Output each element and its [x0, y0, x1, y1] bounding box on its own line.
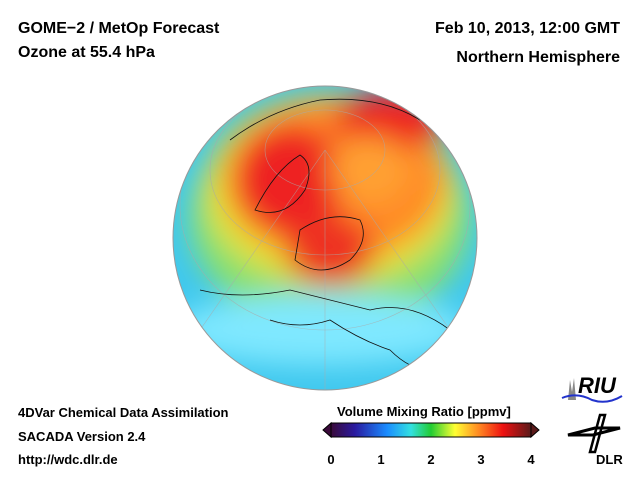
- method-label: 4DVar Chemical Data Assimilation: [18, 405, 229, 420]
- colorbar-tick: 2: [427, 452, 435, 467]
- colorbar: [322, 421, 540, 439]
- graticule: [179, 86, 471, 390]
- map-title: GOME−2 / MetOp Forecast: [18, 20, 220, 37]
- colorbar-tick: 4: [527, 452, 535, 467]
- website-link[interactable]: http://wdc.dlr.de: [18, 452, 118, 467]
- riu-logo-text: RIU: [578, 373, 616, 398]
- dlr-logo-text: DLR: [596, 452, 623, 467]
- ozone-field: [173, 86, 477, 390]
- colorbar-tick: 1: [377, 452, 385, 467]
- forecast-date: Feb 10, 2013, 12:00 GMT: [435, 20, 620, 37]
- version-label: SACADA Version 2.4: [18, 429, 146, 444]
- hemisphere-label: Northern Hemisphere: [456, 49, 620, 66]
- colorbar-tick: 3: [477, 452, 485, 467]
- dlr-logo: [567, 413, 621, 454]
- riu-logo: [561, 378, 623, 403]
- colorbar-title: Volume Mixing Ratio [ppmv]: [337, 404, 511, 419]
- map-subtitle: Ozone at 55.4 hPa: [18, 44, 155, 61]
- colorbar-tick: 0: [327, 452, 335, 467]
